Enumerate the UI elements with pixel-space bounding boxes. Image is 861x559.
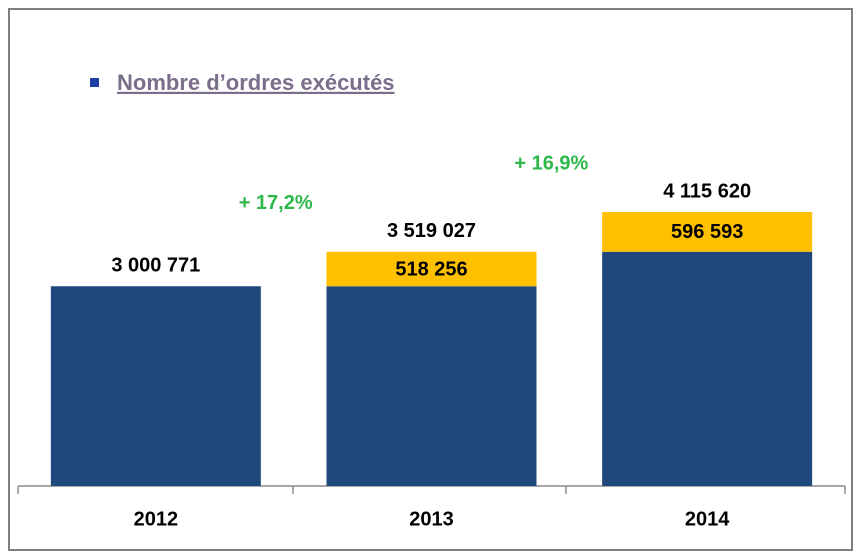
bar-segment bbox=[602, 212, 813, 252]
bar-segment bbox=[602, 251, 813, 486]
segment-label: 518 256 bbox=[395, 258, 467, 280]
chart-title: Nombre d’ordres exécutés bbox=[117, 70, 395, 95]
x-tick-label: 2012 bbox=[134, 508, 179, 530]
total-label: 3 519 027 bbox=[387, 220, 476, 242]
growth-annotation: + 17,2% bbox=[239, 192, 313, 214]
total-label: 3 000 771 bbox=[111, 255, 200, 277]
axis-ticks bbox=[17, 486, 846, 494]
total-label: 4 115 620 bbox=[663, 180, 751, 202]
x-tick-label: 2013 bbox=[409, 508, 454, 530]
bar-segment bbox=[326, 286, 537, 486]
growth-annotation: + 16,9% bbox=[514, 152, 588, 174]
bullet bbox=[90, 78, 99, 87]
x-tick-label: 2014 bbox=[685, 508, 730, 530]
segment-label: 596 593 bbox=[671, 221, 743, 243]
bar-segment bbox=[326, 251, 537, 287]
bar-segment bbox=[50, 286, 261, 486]
